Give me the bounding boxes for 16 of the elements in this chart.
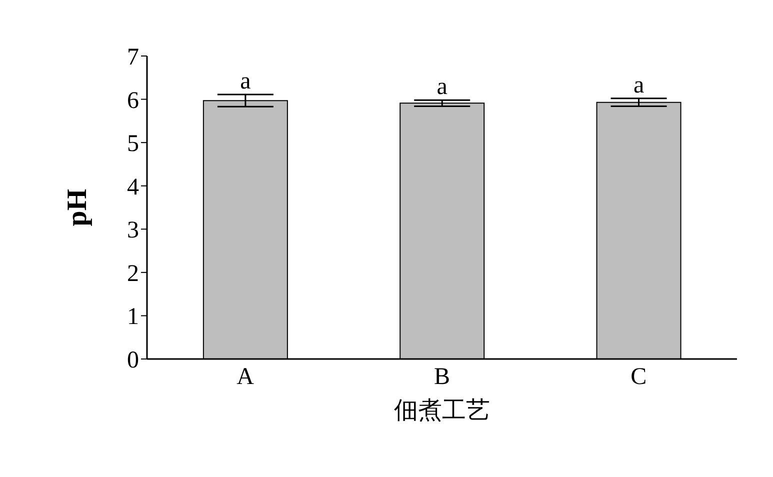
y-axis-title: pH [62, 188, 93, 226]
y-tick-label: 0 [127, 348, 139, 374]
y-tick-label: 2 [127, 260, 139, 287]
y-tick-label: 1 [127, 304, 139, 330]
y-tick-label: 3 [127, 218, 139, 244]
x-tick-label: A [236, 364, 255, 390]
data-label: a [436, 74, 448, 100]
y-tick-label: 5 [127, 131, 139, 158]
y-tick-label: 6 [127, 88, 139, 114]
data-label: a [633, 72, 644, 98]
x-axis-title: 佃煮工艺 [394, 396, 490, 424]
x-tick-label: C [630, 364, 647, 390]
y-tick-label: 4 [127, 174, 139, 200]
x-tick-label: B [434, 364, 450, 390]
y-tick-label: 7 [127, 44, 139, 71]
data-label: a [240, 68, 252, 95]
